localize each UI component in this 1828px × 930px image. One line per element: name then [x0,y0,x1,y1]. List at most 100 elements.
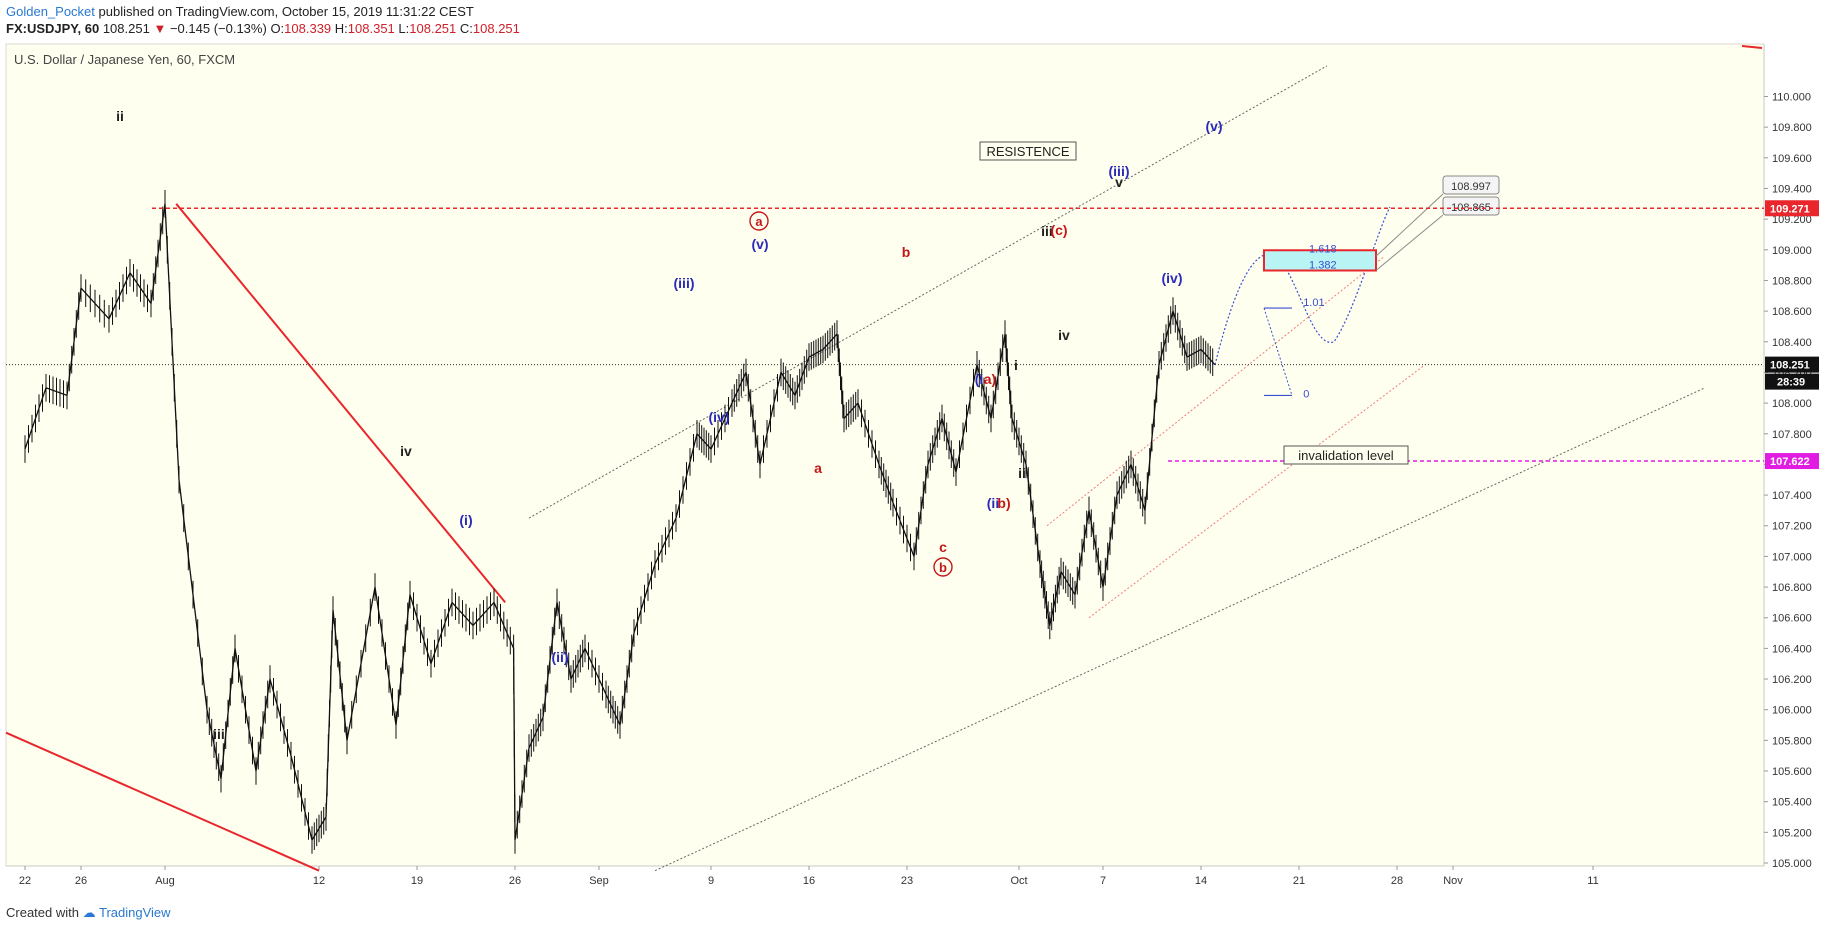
y-tick-label: 106.400 [1772,643,1812,655]
chart-title: U.S. Dollar / Japanese Yen, 60, FXCM [14,52,235,67]
y-tick-label: 105.000 [1772,858,1812,870]
countdown-label: 28:39 [1777,377,1805,389]
resistance-label: RESISTENCE [986,144,1069,159]
lower-trend-line [5,731,320,872]
y-tick-label: 109.200 [1772,214,1812,226]
wave-label: (v) [1205,118,1222,134]
y-tick-label: 106.800 [1772,582,1812,594]
created-with-text: Created with [6,905,79,920]
y-tick-label: 107.000 [1772,551,1812,563]
y-tick-label: 108.400 [1772,337,1812,349]
y-tick-label: 108.800 [1772,275,1812,287]
level-tag-label: 109.271 [1770,203,1810,215]
y-tick-label: 107.400 [1772,490,1812,502]
wave-label: (iii) [674,275,695,291]
y-tick-label: 109.600 [1772,153,1812,165]
y-tick-label: 105.600 [1772,766,1812,778]
x-tick-label: Oct [1010,875,1027,887]
countdown-tag [1765,373,1819,390]
invalidation-box [1283,445,1409,465]
downtrend-line [175,203,506,604]
wave-label: c [939,539,947,555]
x-tick-label: 7 [1100,875,1106,887]
wave-label: i [1014,357,1018,373]
fib-callout-box [1442,175,1500,195]
wave-label: (ii [987,495,999,511]
symbol-info: FX:USDJPY, 60 108.251 ▼ −0.145 (−0.13%) … [6,21,520,36]
wave-label: iii [213,726,225,742]
wave-label: (v) [751,236,768,252]
x-axis: 22 26 Aug 12 19 26 Sep 9 16 23 Oct 7 14 21 28 Nov 11 [19,866,1599,887]
invalidation-label: invalidation level [1298,448,1394,463]
target-zone-box [1263,249,1377,272]
fib-callout-value: 108.997 [1451,181,1491,193]
y-tick-label: 105.800 [1772,735,1812,747]
ohlc-close-key: C: [459,21,473,36]
wave-label: (ii) [551,649,568,665]
last-price-label: 108.251 [1770,360,1810,372]
wave-label-circled: b [939,560,947,575]
price-change: −0.145 (−0.13%) [169,21,267,36]
x-tick-label: 11 [1587,875,1598,887]
fib-callout-box [1442,196,1500,216]
wave-label: b [902,244,911,260]
y-tick-label: 110.000 [1772,92,1811,104]
level-tag [1765,453,1819,470]
y-tick-label: 105.400 [1772,797,1812,809]
publish-info: Golden_Pocket published on TradingView.c… [6,4,474,19]
x-tick-label: Sep [589,875,609,887]
y-tick-label: 108.000 [1772,398,1812,410]
fib-label-0: 0 [1303,388,1309,400]
resistance-box [979,141,1077,161]
wave-label: (iv) [709,409,730,425]
drawings [5,45,1763,872]
wave-label: iv [400,443,412,459]
author-link[interactable]: Golden_Pocket [6,4,95,19]
ohlc-close: 108.251 [472,21,520,36]
wave-label: (c) [1050,222,1067,238]
tradingview-brand[interactable]: TradingView [99,905,171,920]
x-tick-label: 9 [708,875,714,887]
fib-diagonal [1263,307,1293,396]
x-tick-label: 16 [803,875,815,887]
x-tick-label: 23 [901,875,913,887]
wave-label: iii [1041,223,1053,239]
y-tick-label: 106.000 [1772,705,1812,717]
price-wicks [24,190,1214,854]
x-tick-label: Aug [155,875,175,887]
wave-label: (i [975,371,984,387]
fib-label-101: 1.01 [1303,297,1324,309]
x-tick-label: Nov [1443,875,1463,887]
wave-label: (iv) [1162,270,1183,286]
wave-label: (iii) [1109,163,1130,179]
horizontal-levels: 109.271 107.622 108.251 28:39 [6,200,1819,470]
y-tick-label: 107.800 [1772,429,1812,441]
ohlc-high: 108.351 [347,21,395,36]
last-price: 108.251 [102,21,150,36]
y-tick-label: 109.800 [1772,122,1812,134]
ohlc-high-key: H: [334,21,348,36]
x-tick-label: 26 [75,875,87,887]
symbol-label: FX:USDJPY, 60 [6,21,100,36]
wave-label: ii [1018,465,1026,481]
y-tick-label: 106.200 [1772,674,1812,686]
x-tick-label: 19 [411,875,423,887]
wave-label: iv [1058,327,1070,343]
last-price-tag [1765,356,1819,373]
corner-trend-line [1741,45,1763,49]
fib-callout-pointer [1375,193,1444,257]
channel-upper-line [528,65,1328,519]
x-tick-label: 14 [1195,875,1207,887]
y-tick-label: 109.400 [1772,183,1812,195]
y-tick-label: 107.200 [1772,521,1812,533]
y-tick-label: 108.600 [1772,306,1812,318]
y-tick-label: 106.600 [1772,613,1812,625]
y-tick-label: 105.200 [1772,827,1812,839]
change-arrow-icon: ▼ [153,21,167,36]
published-text: published on TradingView.com, October 15… [98,4,474,19]
price-series [24,190,1216,854]
level-tag-label: 107.622 [1770,456,1810,468]
wave-label: a) [984,371,996,387]
wave-label: a [814,460,822,476]
